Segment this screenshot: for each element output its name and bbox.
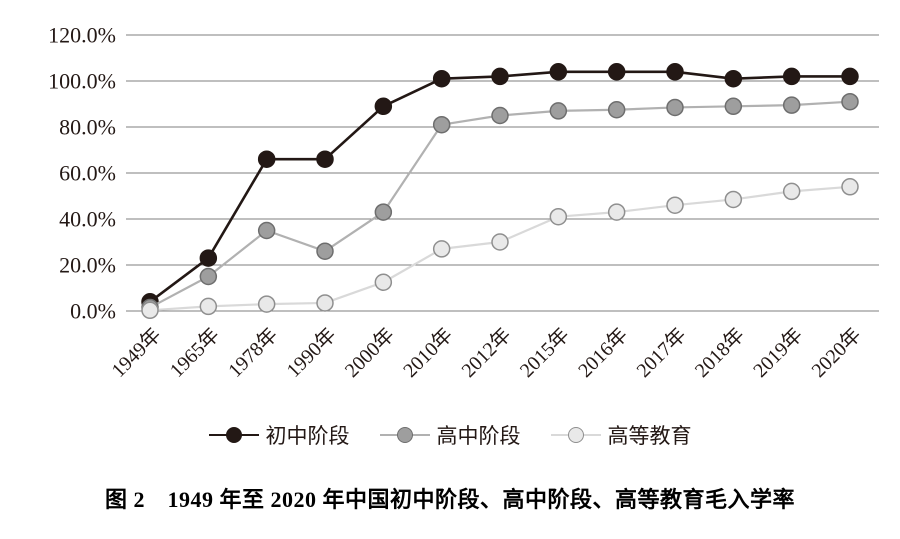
x-tick-label: 1949年 (107, 323, 166, 382)
data-point (141, 301, 159, 320)
data-point (374, 273, 393, 291)
x-tick-label: 1978年 (224, 323, 283, 382)
data-point (841, 92, 859, 111)
data-point (782, 96, 801, 114)
data-point (841, 178, 859, 196)
x-tick-label: 2020年 (807, 323, 866, 382)
data-point (491, 233, 509, 251)
legend-item-junior-secondary: 初中阶段 (208, 420, 350, 450)
data-point (549, 207, 568, 226)
data-point (257, 295, 276, 313)
data-point (724, 97, 743, 116)
data-point (432, 115, 451, 134)
data-point (782, 182, 801, 201)
y-tick-label: 80.0% (59, 115, 116, 140)
data-point (257, 221, 276, 240)
data-point (782, 67, 801, 86)
legend-dot-swatch (225, 427, 242, 443)
legend-label-senior-secondary: 高中阶段 (436, 424, 521, 448)
data-point (549, 63, 568, 81)
y-tick-label: 60.0% (59, 161, 116, 186)
legend-label-junior-secondary: 初中阶段 (265, 424, 350, 448)
legend-item-senior-secondary: 高中阶段 (379, 420, 521, 450)
x-tick-label: 2012年 (457, 323, 516, 382)
data-point (199, 267, 218, 286)
data-point (666, 196, 684, 214)
legend-label-higher-education: 高等教育 (607, 424, 692, 448)
x-tick-label: 2018年 (690, 323, 749, 382)
x-tick-label: 2017年 (632, 323, 691, 382)
legend-marker-senior-secondary-icon (379, 426, 430, 444)
legend-dot-swatch (396, 427, 413, 443)
data-point (724, 69, 743, 88)
data-point (316, 294, 334, 312)
data-point (316, 242, 334, 260)
legend-marker-junior-secondary-icon (208, 426, 259, 444)
y-tick-label: 0.0% (70, 299, 116, 324)
x-tick-label: 2000年 (340, 323, 399, 382)
y-tick-label: 120.0% (48, 23, 116, 48)
data-point (841, 67, 859, 86)
data-point (666, 63, 684, 81)
chart-legend: 初中阶段 高中阶段 高等教育 (0, 420, 900, 450)
x-tick-label: 1965年 (165, 323, 224, 382)
figure-caption: 图 2 1949 年至 2020 年中国初中阶段、高中阶段、高等教育毛入学率 (104, 487, 795, 512)
data-point (607, 63, 626, 81)
data-point (491, 106, 509, 125)
data-point (607, 101, 626, 119)
data-point (607, 203, 626, 221)
x-tick-label: 1990年 (282, 323, 341, 382)
data-point (666, 98, 684, 117)
enrollment-line-chart: 0.0% 20.0% 40.0% 60.0% 80.0% 100.0% 120.0% 1949… (48, 23, 879, 382)
series-line (149, 100, 851, 309)
data-point (432, 240, 451, 258)
data-point (724, 190, 743, 209)
x-tick-label: 2016年 (574, 323, 633, 382)
legend-item-higher-education: 高等教育 (550, 420, 692, 450)
data-point (374, 97, 393, 116)
data-point (549, 102, 568, 120)
x-tick-label: 2015年 (515, 323, 574, 382)
x-tick-label: 2019年 (749, 323, 808, 382)
y-tick-label: 100.0% (48, 69, 116, 94)
data-point (432, 69, 451, 88)
data-point (491, 67, 509, 86)
x-tick-label: 2010年 (399, 323, 458, 382)
y-tick-label: 20.0% (59, 253, 116, 278)
y-tick-label: 40.0% (59, 207, 116, 232)
data-point (199, 249, 218, 267)
data-point (199, 297, 218, 316)
legend-dot-swatch (567, 427, 584, 443)
data-point (374, 203, 393, 221)
data-point (257, 150, 276, 168)
data-point (316, 150, 334, 168)
legend-marker-higher-education-icon (550, 426, 601, 444)
